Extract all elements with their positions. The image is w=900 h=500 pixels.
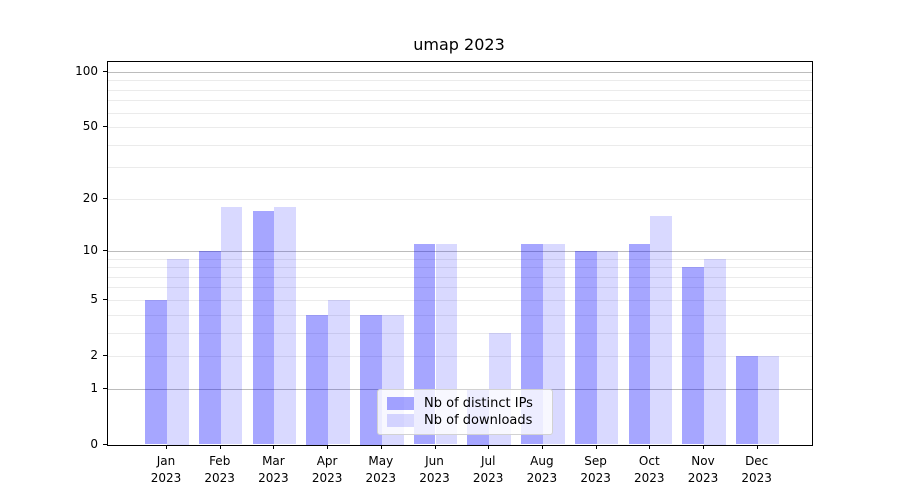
y-tick: [103, 354, 107, 356]
x-tick-label: Apr 2023: [311, 453, 343, 485]
legend-swatch-distinct-ips-icon: [387, 397, 414, 410]
x-tick: [649, 444, 651, 449]
minor-gridline: [108, 267, 812, 269]
plot-area: [107, 61, 813, 446]
bar-oct-ips: [628, 243, 651, 445]
minor-gridline: [108, 198, 812, 200]
y-tick: [103, 249, 107, 251]
x-tick: [327, 444, 329, 449]
legend-entry-distinct-ips: Nb of distinct IPs: [387, 396, 543, 411]
x-tick-label: Mar 2023: [258, 453, 289, 485]
y-tick: [103, 443, 107, 445]
x-tick-label: Aug 2023: [526, 453, 558, 485]
x-tick: [380, 444, 382, 449]
x-tick-label: Dec 2023: [741, 453, 772, 485]
x-tick-label: Oct 2023: [634, 453, 665, 485]
y-tick-label: 2: [90, 347, 98, 362]
major-gridline: [108, 250, 812, 252]
bar-sep-downloads: [596, 250, 619, 445]
legend-label-distinct-ips: Nb of distinct IPs: [424, 396, 533, 411]
minor-gridline: [108, 276, 812, 278]
x-tick-label: May 2023: [365, 453, 397, 485]
chart-title: umap 2023: [413, 35, 505, 54]
x-tick: [595, 444, 597, 449]
legend: Nb of distinct IPs Nb of downloads: [377, 389, 553, 435]
bar-oct-downloads: [650, 215, 673, 445]
x-tick: [756, 444, 758, 449]
minor-gridline: [108, 287, 812, 289]
bar-dec-downloads: [757, 355, 780, 445]
bar-feb-ips: [198, 250, 221, 445]
minor-gridline: [108, 299, 812, 301]
minor-gridline: [108, 332, 812, 334]
x-tick: [273, 444, 275, 449]
x-tick: [166, 444, 167, 449]
x-tick-label: Sep 2023: [580, 453, 611, 485]
x-tick: [703, 444, 704, 449]
bar-nov-ips: [682, 267, 704, 445]
y-tick-label: 50: [82, 119, 98, 133]
y-tick-label: 5: [90, 291, 98, 306]
minor-gridline: [108, 100, 812, 102]
x-tick-label: Nov 2023: [687, 453, 719, 485]
minor-gridline: [108, 89, 812, 91]
y-tick: [103, 298, 107, 300]
legend-entry-downloads: Nb of downloads: [387, 413, 543, 428]
x-tick: [434, 444, 436, 449]
minor-gridline: [108, 80, 812, 82]
x-tick-label: Jan 2023: [150, 453, 182, 485]
y-tick-label: 100: [75, 63, 98, 78]
y-tick-label: 10: [82, 242, 98, 257]
y-tick: [103, 70, 107, 72]
bar-may-ips: [360, 314, 382, 445]
bar-feb-downloads: [220, 206, 243, 445]
y-tick-label: 0: [90, 436, 98, 451]
minor-gridline: [108, 127, 812, 128]
x-tick: [541, 444, 543, 449]
bar-apr-downloads: [328, 299, 350, 445]
bar-jan-downloads: [167, 258, 189, 445]
minor-gridline: [108, 112, 812, 114]
y-tick: [103, 197, 107, 199]
minor-gridline: [108, 355, 812, 357]
x-tick: [219, 444, 221, 449]
minor-gridline: [108, 314, 812, 316]
x-tick: [488, 444, 490, 449]
x-tick-label: Feb 2023: [204, 453, 235, 485]
x-tick-label: Jul 2023: [472, 453, 504, 485]
bar-mar-downloads: [274, 206, 297, 445]
bar-mar-ips: [252, 211, 275, 445]
legend-swatch-downloads-icon: [387, 414, 414, 427]
y-tick-label: 20: [82, 190, 98, 205]
x-tick-label: Jun 2023: [419, 453, 450, 485]
minor-gridline: [108, 258, 812, 260]
y-tick: [103, 126, 107, 127]
major-gridline: [108, 71, 812, 73]
minor-gridline: [108, 167, 812, 169]
legend-label-downloads: Nb of downloads: [424, 413, 533, 428]
bar-apr-ips: [306, 314, 329, 445]
y-tick: [103, 387, 107, 389]
y-tick-label: 1: [90, 380, 98, 395]
bar-sep-ips: [574, 250, 597, 445]
minor-gridline: [108, 144, 812, 146]
bar-jan-ips: [145, 299, 167, 445]
bar-dec-ips: [735, 355, 758, 445]
bar-nov-downloads: [704, 258, 726, 445]
